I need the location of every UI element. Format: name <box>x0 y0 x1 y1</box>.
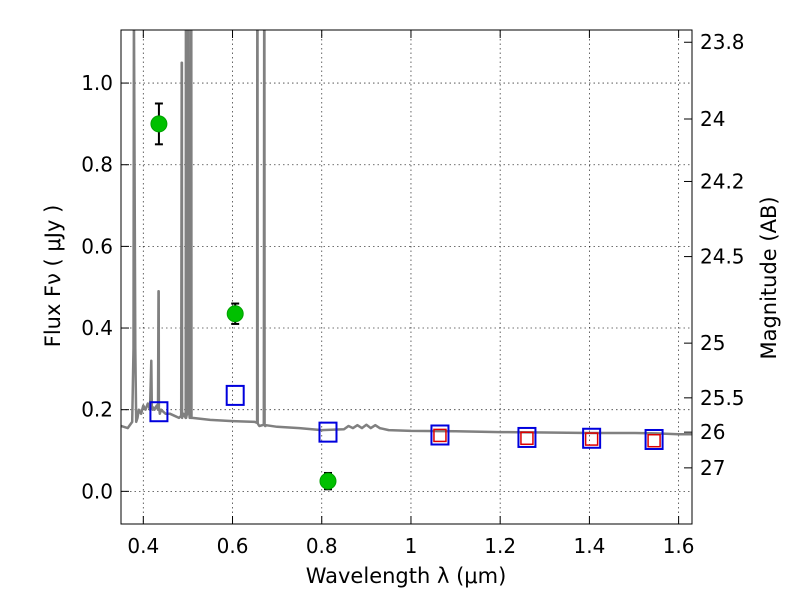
right-tick-label: 24 <box>700 107 725 131</box>
x-tick-label: 0.8 <box>306 534 338 558</box>
observed-point <box>319 472 337 490</box>
model-square-red <box>647 433 661 448</box>
x-tick-label: 1.2 <box>484 534 516 558</box>
plot-frame <box>120 29 693 525</box>
model-square-blue <box>318 421 338 443</box>
model-square-blue <box>644 428 664 450</box>
model-square-blue <box>582 427 602 449</box>
y-tick-label: 0.6 <box>81 234 113 258</box>
model-square-blue <box>149 401 169 423</box>
right-tick-label: 25 <box>700 331 725 355</box>
right-tick-label: 27 <box>700 456 725 480</box>
x-tick-label: 1.4 <box>573 534 605 558</box>
observed-point <box>226 305 244 323</box>
x-tick-label: 1.6 <box>663 534 695 558</box>
y-tick-label: 1.0 <box>81 71 113 95</box>
y-tick-label: 0.0 <box>81 479 113 503</box>
plot-area <box>121 30 692 491</box>
model-square-blue <box>225 384 245 406</box>
model-square-red <box>520 431 534 446</box>
spectrum-line <box>121 30 692 436</box>
model-square-blue <box>517 426 537 448</box>
x-tick-label: 1 <box>405 534 418 558</box>
x-tick-label: 0.4 <box>127 534 159 558</box>
y-axis-title: Flux Fν ( μJy ) <box>41 205 65 348</box>
right-tick-label: 25.5 <box>700 386 745 410</box>
right-tick-label: 23.8 <box>700 30 745 54</box>
x-axis-title: Wavelength λ (μm) <box>306 564 507 588</box>
right-tick-label: 24.2 <box>700 169 745 193</box>
y-tick-label: 0.4 <box>81 316 113 340</box>
y-tick-label: 0.8 <box>81 153 113 177</box>
model-square-red <box>584 432 599 446</box>
y-tick-label: 0.2 <box>81 398 113 422</box>
right-axis-title: Magnitude (AB) <box>757 196 781 359</box>
model-square-blue <box>430 424 450 446</box>
right-tick-label: 26 <box>700 420 725 444</box>
model-square-red <box>433 428 447 443</box>
observed-point <box>150 115 168 133</box>
right-tick-label: 24.5 <box>700 245 745 269</box>
x-tick-label: 0.6 <box>217 534 249 558</box>
axes: 0.4 0.6 0.8 1 1.2 1.4 1.6 0.0 0.2 0.4 0.6 0.8 1.0 23.… <box>81 30 745 558</box>
grid <box>121 30 692 524</box>
